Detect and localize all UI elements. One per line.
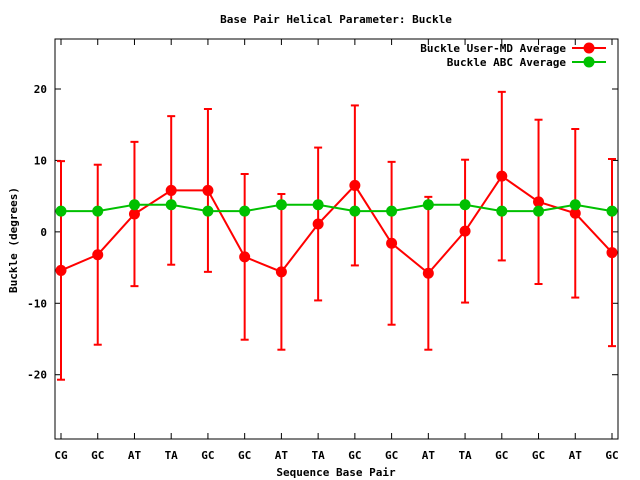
x-tick-label: GC (605, 449, 618, 462)
data-point (349, 205, 361, 217)
series-line (60, 174, 613, 275)
data-point (349, 179, 361, 191)
data-point (92, 205, 104, 217)
data-point (496, 205, 508, 217)
data-point (312, 218, 324, 230)
x-tick-label: AT (422, 449, 436, 462)
plot-frame (54, 38, 619, 440)
legend-marker (583, 56, 595, 68)
x-tick-label: GC (91, 449, 104, 462)
y-tick-label: -10 (27, 297, 47, 310)
data-point (312, 199, 324, 211)
data-point (128, 208, 140, 220)
legend-label: Buckle User-MD Average (420, 42, 566, 55)
data-point (422, 199, 434, 211)
y-tick-label: 0 (40, 226, 47, 239)
y-tick-label: -20 (27, 369, 47, 382)
x-tick-label: GC (348, 449, 361, 462)
data-point (165, 199, 177, 211)
data-point (92, 249, 104, 261)
data-point (275, 199, 287, 211)
x-axis-label: Sequence Base Pair (276, 466, 396, 479)
data-point (569, 207, 581, 219)
data-point (386, 205, 398, 217)
data-point (606, 205, 618, 217)
x-tick-label: GC (385, 449, 398, 462)
data-point (569, 199, 581, 211)
x-tick-label: GC (532, 449, 545, 462)
data-point (239, 205, 251, 217)
data-point (422, 267, 434, 279)
data-point (202, 205, 214, 217)
x-tick-label: GC (495, 449, 508, 462)
data-point (459, 199, 471, 211)
x-tick-label: GC (238, 449, 251, 462)
x-tick-label: AT (275, 449, 289, 462)
data-point (459, 225, 471, 237)
data-point (606, 247, 618, 259)
x-tick-label: TA (458, 449, 472, 462)
x-tick-label: TA (312, 449, 326, 462)
legend-marker (583, 42, 595, 54)
axis-ticks: -20 -10 0 10 20 CG GC AT TA GC GC AT TA GC GC AT TA GC GC A… (27, 39, 619, 462)
data-point (533, 205, 545, 217)
chart-marks (55, 90, 618, 381)
x-tick-label: TA (165, 449, 179, 462)
data-point (239, 251, 251, 263)
data-point (386, 237, 398, 249)
data-point (165, 184, 177, 196)
chart-title: Base Pair Helical Parameter: Buckle (220, 13, 452, 26)
series-line (61, 203, 613, 213)
data-point (55, 264, 67, 276)
series-2 (55, 199, 618, 217)
data-point (533, 196, 545, 208)
x-tick-label: AT (569, 449, 583, 462)
data-point (202, 184, 214, 196)
legend-label: Buckle ABC Average (447, 56, 567, 69)
x-tick-label: CG (54, 449, 68, 462)
data-point (55, 205, 67, 217)
y-axis-label: Buckle (degrees) (7, 187, 20, 293)
x-tick-label: GC (201, 449, 214, 462)
y-tick-label: 10 (34, 154, 47, 167)
data-point (128, 199, 140, 211)
series-1 (55, 90, 618, 381)
data-point (496, 170, 508, 182)
x-tick-label: AT (128, 449, 142, 462)
y-tick-label: 20 (34, 83, 47, 96)
data-point (275, 266, 287, 278)
